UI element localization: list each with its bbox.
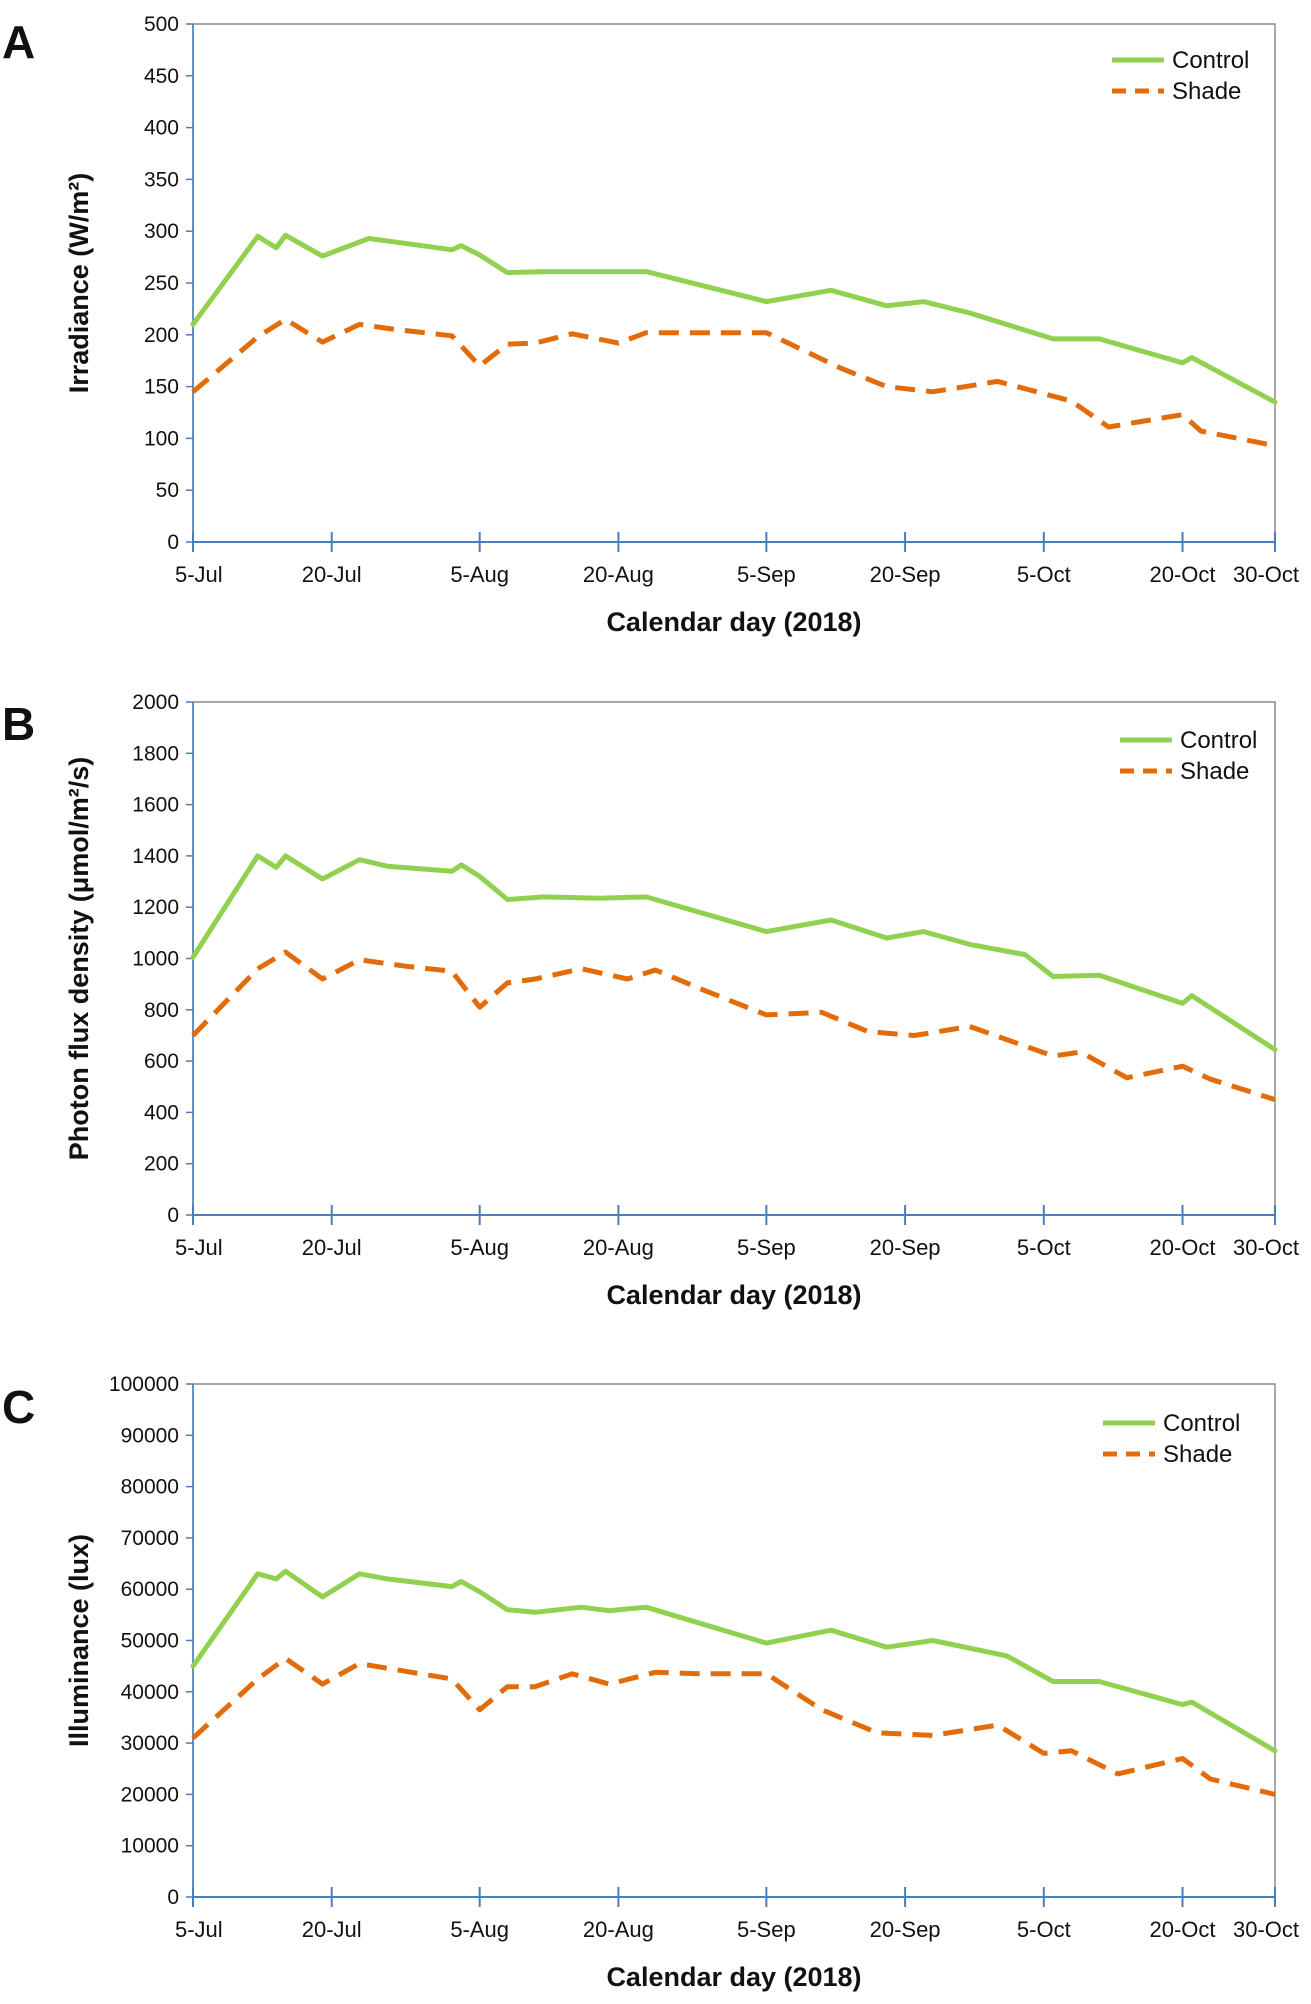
y-axis-title: Illuminance (lux) [64, 1534, 94, 1747]
y-tick-label: 0 [167, 1886, 179, 1909]
y-tick-label: 20000 [121, 1783, 179, 1806]
legend-label-shade: Shade [1163, 1441, 1232, 1468]
x-tick-label: 5-Aug [450, 1917, 509, 1942]
panel-B: B 0 200 400 600 800 1000 1200 1400 1600 1800 2000 5-… [2, 691, 1299, 1310]
x-tick-label: 5-Oct [1017, 1917, 1071, 1942]
legend-label-control: Control [1172, 47, 1249, 74]
series-line-shade [191, 949, 1276, 1102]
x-axis-title: Calendar day (2018) [606, 1962, 861, 1992]
x-tick-label: 20-Oct [1150, 562, 1216, 587]
y-tick-label: 0 [167, 1204, 179, 1227]
y-axis-title: Irradiance (W/m²) [64, 173, 94, 394]
y-tick-label: 80000 [121, 1476, 179, 1499]
x-tick-label: 20-Sep [870, 1235, 941, 1260]
y-tick-label: 1000 [132, 948, 179, 971]
legend-label-shade: Shade [1172, 78, 1241, 105]
x-tick-label: 20-Aug [583, 562, 654, 587]
x-tick-label: 30-Oct [1233, 1917, 1299, 1942]
legend: Control Shade [1120, 727, 1257, 785]
legend-label-control: Control [1163, 1410, 1240, 1437]
x-tick-label: 5-Sep [737, 1917, 796, 1942]
series-line-control [190, 1568, 1278, 1754]
series-line-control [190, 853, 1278, 1053]
y-tick-label: 50 [156, 479, 179, 502]
x-tick-label: 30-Oct [1233, 1235, 1299, 1260]
x-tick-label: 20-Sep [870, 562, 941, 587]
y-tick-label: 200 [144, 1153, 179, 1176]
plot-area [192, 23, 1276, 543]
x-tick-label: 20-Oct [1150, 1235, 1216, 1260]
y-tick-label: 2000 [132, 691, 179, 714]
x-tick-label: 30-Oct [1233, 562, 1299, 587]
y-tick-label: 50000 [121, 1630, 179, 1653]
x-tick-label: 20-Aug [583, 1917, 654, 1942]
x-tick-label: 5-Oct [1017, 562, 1071, 587]
panel-C: C 0 10000 20000 30000 40000 50000 60000 70000 800… [2, 1373, 1299, 1992]
x-tick-label: 20-Jul [302, 1917, 362, 1942]
y-tick-label: 400 [144, 117, 179, 140]
y-tick-label: 150 [144, 376, 179, 399]
y-tick-label: 1400 [132, 845, 179, 868]
x-tick-label: 5-Jul [175, 1917, 223, 1942]
y-tick-label: 100000 [109, 1373, 179, 1396]
series-line-shade [191, 316, 1276, 449]
x-tick-label: 5-Aug [450, 562, 509, 587]
y-tick-label: 600 [144, 1050, 179, 1073]
y-tick-label: 1600 [132, 794, 179, 817]
y-tick-label: 450 [144, 65, 179, 88]
y-axis-title: Photon flux density (μmol/m²/s) [64, 757, 94, 1161]
x-tick-label: 5-Sep [737, 1235, 796, 1260]
y-tick-label: 350 [144, 168, 179, 191]
legend-label-shade: Shade [1180, 758, 1249, 785]
y-tick-label: 10000 [121, 1835, 179, 1858]
x-tick-label: 5-Sep [737, 562, 796, 587]
x-tick-label: 20-Aug [583, 1235, 654, 1260]
legend: Control Shade [1112, 47, 1249, 105]
x-tick-label: 5-Oct [1017, 1235, 1071, 1260]
x-tick-label: 20-Oct [1150, 1917, 1216, 1942]
x-tick-label: 20-Jul [302, 562, 362, 587]
x-tick-label: 5-Jul [175, 1235, 223, 1260]
plot-area [192, 701, 1276, 1216]
x-tick-label: 5-Jul [175, 562, 223, 587]
x-axis-title: Calendar day (2018) [606, 1280, 861, 1310]
y-tick-label: 800 [144, 999, 179, 1022]
y-tick-label: 60000 [121, 1578, 179, 1601]
y-tick-label: 400 [144, 1101, 179, 1124]
y-tick-label: 500 [144, 13, 179, 36]
y-tick-label: 40000 [121, 1681, 179, 1704]
panel-A: A 0 50 100 150 200 250 300 350 400 450 500 5-Jul 20-J… [2, 13, 1299, 637]
y-tick-label: 0 [167, 531, 179, 554]
y-tick-label: 70000 [121, 1527, 179, 1550]
legend: Control Shade [1103, 1410, 1240, 1468]
y-tick-label: 1800 [132, 742, 179, 765]
series-line-shade [191, 1656, 1276, 1797]
x-tick-label: 20-Jul [302, 1235, 362, 1260]
y-tick-label: 200 [144, 324, 179, 347]
panel-letter: A [2, 16, 35, 68]
panel-letter: C [2, 1381, 35, 1433]
y-tick-label: 100 [144, 427, 179, 450]
series-line-control [190, 232, 1278, 405]
y-tick-label: 250 [144, 272, 179, 295]
y-tick-label: 90000 [121, 1424, 179, 1447]
y-tick-label: 30000 [121, 1732, 179, 1755]
panel-letter: B [2, 698, 35, 750]
x-axis-title: Calendar day (2018) [606, 607, 861, 637]
x-tick-label: 20-Sep [870, 1917, 941, 1942]
y-tick-label: 1200 [132, 896, 179, 919]
y-tick-label: 300 [144, 220, 179, 243]
plot-area [192, 1383, 1276, 1898]
x-tick-label: 5-Aug [450, 1235, 509, 1260]
legend-label-control: Control [1180, 727, 1257, 754]
